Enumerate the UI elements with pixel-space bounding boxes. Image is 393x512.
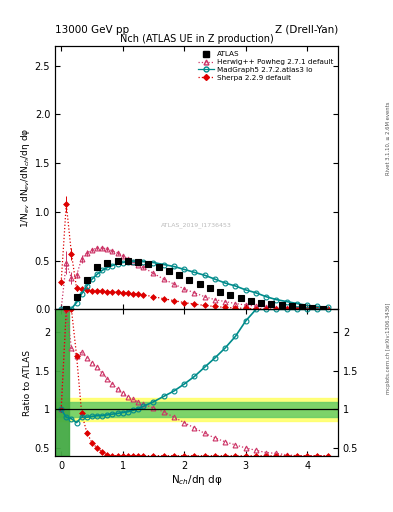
Title: Nch (ATLAS UE in Z production): Nch (ATLAS UE in Z production) xyxy=(119,34,274,44)
Text: 13000 GeV pp: 13000 GeV pp xyxy=(55,25,129,35)
X-axis label: N$_{ch}$/dη dφ: N$_{ch}$/dη dφ xyxy=(171,473,222,487)
Text: Z (Drell-Yan): Z (Drell-Yan) xyxy=(275,25,338,35)
Bar xyxy=(55,402,338,417)
Bar xyxy=(55,398,338,421)
Text: ATLAS_2019_I1736453: ATLAS_2019_I1736453 xyxy=(161,222,232,228)
Legend: ATLAS, Herwig++ Powheg 2.7.1 default, MadGraph5 2.7.2.atlas3 lo, Sherpa 2.2.9 de: ATLAS, Herwig++ Powheg 2.7.1 default, Ma… xyxy=(196,50,334,82)
Text: Rivet 3.1.10, ≥ 2.6M events: Rivet 3.1.10, ≥ 2.6M events xyxy=(386,101,391,175)
Bar xyxy=(55,309,68,456)
Y-axis label: 1/N$_{ev}$ dN$_{ev}$/dN$_{ch}$/dη dφ: 1/N$_{ev}$ dN$_{ev}$/dN$_{ch}$/dη dφ xyxy=(19,127,32,228)
Text: mcplots.cern.ch [arXiv:1306.3436]: mcplots.cern.ch [arXiv:1306.3436] xyxy=(386,303,391,394)
Y-axis label: Ratio to ATLAS: Ratio to ATLAS xyxy=(23,350,32,416)
